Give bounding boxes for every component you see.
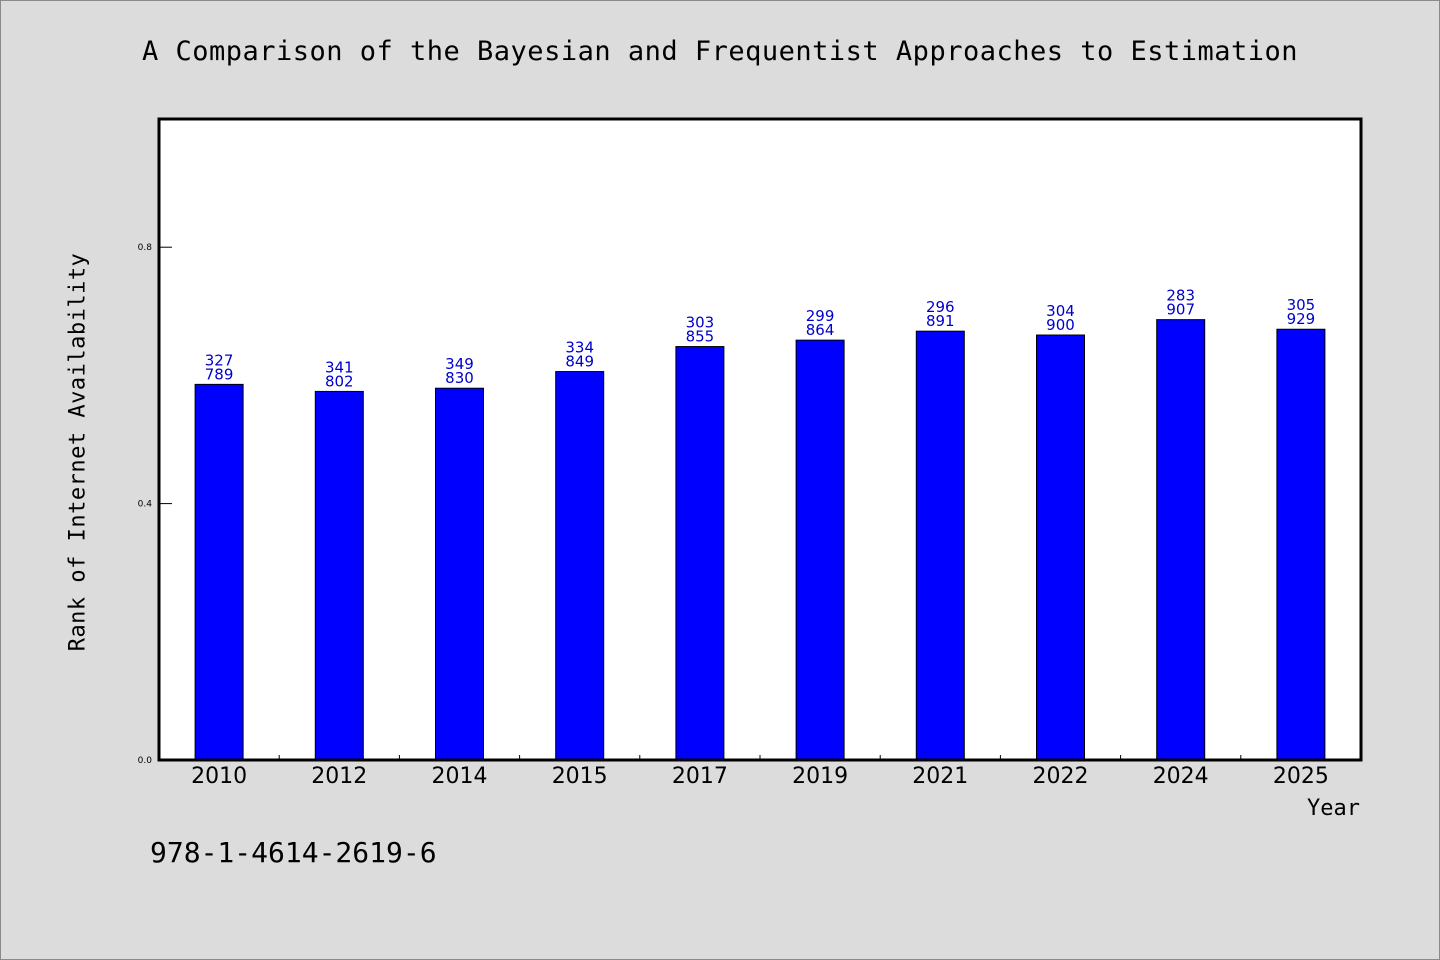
bar-2022 [1036, 334, 1085, 761]
x-tick-label-2024: 2024 [1153, 764, 1209, 789]
x-tick-label-2021: 2021 [912, 764, 968, 789]
bar-label-top-2010: 327 [205, 351, 234, 369]
bar-label-bottom-2014: 830 [445, 369, 474, 387]
bar-label-bottom-2019: 864 [806, 321, 835, 339]
x-tick-label-2015: 2015 [552, 764, 608, 789]
bar-2012 [314, 390, 364, 761]
bar-2024 [1156, 319, 1206, 761]
bar-label-top-2014: 349 [445, 355, 474, 373]
x-tick-label-2010: 2010 [191, 764, 247, 789]
bar-label-bottom-2010: 789 [205, 365, 234, 383]
bar-2021 [915, 330, 965, 761]
y-tick-label-0.0: 0.0 [138, 756, 153, 766]
isbn-footnote: 978-1-4614-2619-6 [150, 836, 437, 869]
bar-label-top-2022: 304 [1046, 302, 1075, 320]
x-tick-label-2012: 2012 [311, 764, 367, 789]
bar-label-top-2024: 283 [1166, 287, 1195, 305]
x-tick-label-2022: 2022 [1033, 764, 1089, 789]
bar-label-bottom-2025: 929 [1287, 310, 1316, 328]
bar-label-top-2015: 334 [565, 339, 594, 357]
bar-2015 [555, 371, 605, 761]
x-tick-label-2014: 2014 [432, 764, 488, 789]
bar-2010 [194, 383, 244, 761]
bar-2019 [795, 339, 845, 761]
bar-2014 [435, 387, 484, 761]
x-axis-label: Year [1307, 796, 1360, 821]
bar-label-top-2025: 305 [1287, 296, 1316, 314]
x-tick-label-2017: 2017 [672, 764, 728, 789]
bar-label-bottom-2024: 907 [1166, 301, 1195, 319]
plot-frame [157, 117, 1363, 762]
bar-label-bottom-2015: 849 [565, 353, 594, 371]
bar-label-top-2021: 296 [926, 298, 955, 316]
bar-label-bottom-2022: 900 [1046, 316, 1075, 334]
chart-title: A Comparison of the Bayesian and Frequen… [141, 36, 1299, 67]
bar-label-bottom-2021: 891 [926, 312, 955, 330]
bar-label-top-2019: 299 [806, 307, 835, 325]
y-tick-label-0.4: 0.4 [138, 500, 153, 510]
x-tick-label-2019: 2019 [792, 764, 848, 789]
bar-label-top-2017: 303 [686, 314, 715, 332]
bar-label-bottom-2012: 802 [325, 372, 354, 390]
bar-2025 [1276, 328, 1326, 761]
x-tick-label-2025: 2025 [1273, 764, 1329, 789]
bar-label-bottom-2017: 855 [686, 328, 715, 346]
bar-2017 [675, 346, 725, 761]
bar-label-top-2012: 341 [325, 358, 354, 376]
y-tick-label-0.8: 0.8 [138, 243, 153, 253]
